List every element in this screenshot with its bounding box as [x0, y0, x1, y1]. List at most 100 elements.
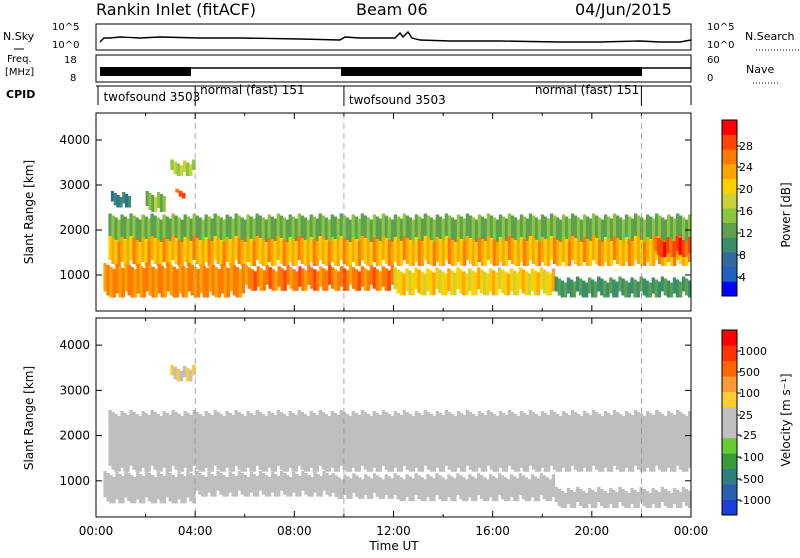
data-cell — [348, 219, 352, 244]
data-cell — [232, 265, 237, 296]
data-cell — [539, 473, 544, 496]
data-cell — [495, 416, 500, 427]
data-cell — [507, 419, 512, 466]
velocity-ylabel: Slant Range [km] — [22, 366, 36, 470]
data-cell — [163, 268, 167, 298]
data-cell — [310, 477, 314, 497]
colorbar-swatch — [722, 149, 737, 165]
data-cell — [132, 412, 136, 425]
data-cell — [435, 473, 439, 496]
data-cell — [228, 472, 232, 493]
data-cell — [246, 214, 250, 240]
data-cell — [210, 241, 214, 266]
data-cell — [135, 240, 139, 266]
data-cell — [459, 239, 464, 266]
data-cell — [453, 425, 458, 472]
data-cell — [512, 270, 517, 296]
power-data-regions — [103, 159, 692, 298]
data-cell — [186, 471, 190, 498]
data-cell — [237, 412, 241, 425]
data-cell — [357, 218, 362, 244]
data-cell — [563, 282, 568, 298]
data-cell — [528, 419, 533, 466]
data-cell — [501, 239, 506, 266]
data-cell — [228, 413, 232, 427]
data-cell — [369, 416, 374, 427]
data-cell — [141, 237, 145, 262]
data-cell — [549, 410, 554, 421]
data-cell — [183, 214, 187, 240]
data-cell — [504, 218, 509, 244]
data-cell — [566, 487, 571, 504]
data-cell — [528, 236, 533, 260]
data-cell — [498, 237, 503, 262]
data-cell — [685, 425, 689, 472]
nave-label: Nave — [746, 63, 774, 76]
data-cell — [528, 213, 533, 238]
data-cell — [148, 265, 152, 296]
data-cell — [331, 473, 335, 493]
data-cell — [414, 411, 419, 423]
data-cell — [148, 193, 152, 210]
data-cell — [145, 191, 149, 206]
colorbar-swatch — [722, 178, 737, 194]
data-cell — [330, 214, 334, 240]
data-cell — [219, 414, 223, 427]
data-cell — [591, 279, 595, 298]
data-cell — [237, 471, 241, 491]
data-cell — [110, 191, 115, 202]
data-cell — [291, 422, 295, 472]
data-cell — [495, 219, 500, 244]
data-cell — [670, 413, 674, 427]
data-cell — [423, 410, 428, 421]
data-cell — [480, 422, 485, 472]
data-cell — [402, 419, 407, 466]
data-cell — [552, 421, 557, 470]
data-cell — [123, 413, 127, 427]
data-cell — [513, 217, 518, 244]
data-cell — [405, 215, 410, 242]
data-cell — [193, 267, 197, 298]
data-cell — [180, 242, 184, 266]
data-cell — [132, 421, 136, 470]
data-cell — [225, 411, 229, 423]
data-cell — [333, 239, 337, 266]
data-cell — [545, 477, 550, 502]
data-cell — [606, 282, 610, 298]
data-cell — [187, 263, 191, 292]
data-cell — [243, 425, 247, 472]
data-cell — [558, 416, 563, 427]
data-cell — [597, 276, 601, 292]
data-cell — [627, 422, 632, 472]
data-cell — [252, 474, 257, 497]
data-cell — [465, 273, 469, 296]
data-cell — [231, 474, 235, 497]
data-cell — [456, 411, 461, 423]
data-cell — [372, 411, 377, 423]
data-cell — [393, 473, 397, 496]
data-cell — [138, 474, 143, 504]
data-cell — [462, 424, 467, 472]
data-cell — [522, 422, 527, 472]
data-cell — [165, 413, 169, 427]
data-cell — [678, 491, 683, 508]
data-cell — [497, 267, 502, 290]
data-cell — [165, 422, 169, 472]
data-cell — [567, 218, 572, 244]
data-cell — [575, 486, 580, 502]
data-cell — [384, 268, 388, 291]
data-cell — [673, 424, 677, 472]
data-cell — [183, 476, 187, 504]
data-cell — [606, 422, 611, 472]
data-cell — [688, 490, 692, 508]
data-cell — [630, 277, 634, 294]
data-cell — [133, 477, 137, 504]
data-cell — [536, 478, 541, 502]
x-tick-label: 04:00 — [178, 524, 213, 538]
data-cell — [543, 413, 548, 427]
data-cell — [378, 241, 383, 266]
data-cell — [189, 415, 193, 427]
data-cell — [603, 237, 608, 262]
data-cell — [108, 213, 112, 238]
data-cell — [474, 219, 479, 244]
